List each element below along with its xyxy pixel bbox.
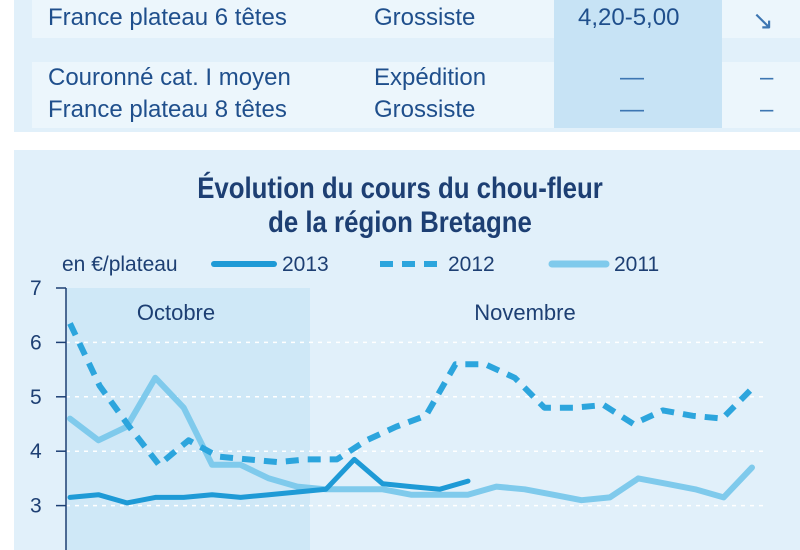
table-cell-product: Couronné cat. I moyen [48, 64, 291, 91]
chart-title-line-1: Évolution du cours du chou-fleur [197, 172, 603, 205]
trend-stable-icon: – [760, 64, 774, 91]
table-cell-price: 4,20-5,00 [578, 4, 680, 31]
table-cell-stage: Expédition [374, 64, 487, 91]
legend-label-2012: 2012 [448, 253, 495, 276]
series-line-2013 [67, 456, 471, 506]
trend-down-icon: ↘ [752, 5, 774, 35]
chart-title-line-2: de la région Bretagne [268, 206, 532, 239]
period-band-november [310, 288, 764, 550]
y-tick-label: 6 [30, 331, 42, 354]
period-label-october: Octobre [137, 300, 215, 325]
table-cell-product: France plateau 6 têtes [48, 4, 287, 31]
y-tick-label: 5 [30, 386, 42, 409]
period-label-november: Novembre [474, 300, 575, 325]
legend-label-2013: 2013 [282, 253, 329, 276]
legend-label-2011: 2011 [614, 253, 660, 276]
series-line-2012 [67, 322, 755, 468]
table-cell-product: France plateau 8 têtes [48, 96, 287, 123]
trend-stable-icon: – [760, 96, 774, 123]
price-column [554, 0, 722, 128]
y-tick-label: 4 [30, 440, 42, 463]
table-cell-price: — [620, 64, 644, 91]
price-table [14, 0, 800, 132]
y-tick-label: 3 [30, 495, 42, 518]
table-cell-stage: Grossiste [374, 96, 476, 123]
table-cell-stage: Grossiste [374, 4, 476, 31]
y-axis-unit-label: en €/plateau [62, 253, 178, 276]
y-tick-label: 7 [30, 277, 42, 300]
table-cell-price: — [620, 96, 644, 123]
series-line-2011 [67, 374, 755, 504]
